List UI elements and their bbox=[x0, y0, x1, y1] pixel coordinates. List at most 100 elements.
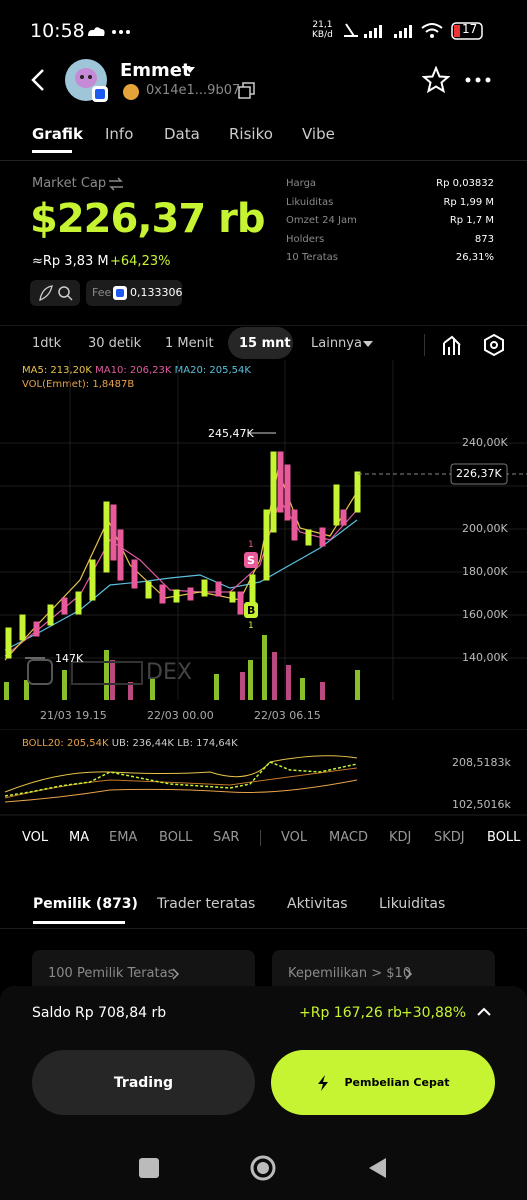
interval[interactable]: Lainnya bbox=[311, 336, 362, 351]
time-tick: 22/03 06.15 bbox=[254, 709, 321, 722]
indicator[interactable]: VOL bbox=[281, 830, 308, 845]
fee: 0,133306 bbox=[130, 286, 183, 299]
holder-tab[interactable]: Pemilik (873) bbox=[33, 896, 138, 912]
dropdown-icon[interactable] bbox=[362, 339, 374, 349]
favorite-button[interactable] bbox=[422, 66, 450, 94]
avatar bbox=[65, 59, 108, 102]
stat-value: 873 bbox=[474, 233, 494, 245]
fee-icon bbox=[113, 286, 127, 300]
divider bbox=[260, 830, 261, 846]
tab[interactable]: Risiko bbox=[229, 125, 273, 143]
holder-tab[interactable]: Trader teratas bbox=[157, 896, 256, 912]
unit: KB/d bbox=[312, 30, 333, 40]
interval[interactable]: 15 mnt bbox=[239, 336, 291, 351]
price-tick: 200,00K bbox=[462, 522, 508, 535]
boll-tick: 208,5183k bbox=[452, 756, 511, 769]
tab-indicator bbox=[32, 150, 72, 153]
boll-legend: BOLL20: 205,54K UB: 236,44K LB: 174,64K bbox=[22, 738, 238, 749]
address: 0x14e1...9b07 bbox=[146, 83, 241, 98]
button-label: Trading bbox=[113, 1074, 174, 1091]
token-name: Emmet bbox=[120, 60, 191, 81]
sell-marker bbox=[244, 552, 258, 568]
balance-label: Saldo bbox=[32, 1005, 71, 1021]
volume-bars bbox=[4, 635, 360, 700]
clock: 10:58 bbox=[30, 20, 85, 42]
ma5-line bbox=[4, 467, 358, 661]
bolt-icon bbox=[318, 1074, 329, 1091]
price-tick: 140,00K bbox=[462, 651, 508, 664]
holder-tab[interactable]: Aktivitas bbox=[287, 896, 348, 912]
swap-icon[interactable] bbox=[108, 177, 124, 191]
watermark-logo bbox=[27, 659, 53, 685]
divider bbox=[0, 325, 527, 326]
marker-count: 1 bbox=[248, 621, 254, 631]
expand-icon[interactable] bbox=[476, 1006, 492, 1018]
quick-buy-button[interactable]: Pembelian Cepat bbox=[271, 1050, 495, 1115]
pnl-pct: +30,88% bbox=[401, 1005, 467, 1021]
indicator[interactable]: MACD bbox=[329, 830, 368, 845]
price-tick: 180,00K bbox=[462, 565, 508, 578]
price-tick: 240,00K bbox=[462, 436, 508, 449]
candlestick-chart bbox=[0, 360, 527, 730]
back-button[interactable] bbox=[28, 66, 48, 94]
boll-lb: LB: 174,64K bbox=[177, 738, 238, 749]
candles bbox=[5, 451, 361, 659]
buy-marker bbox=[244, 602, 258, 618]
trading-button[interactable]: Trading bbox=[32, 1050, 255, 1115]
indicator[interactable]: SAR bbox=[213, 830, 240, 845]
interval[interactable]: 30 detik bbox=[88, 336, 142, 351]
tab[interactable]: Grafik bbox=[32, 125, 83, 143]
indicator[interactable]: BOLL bbox=[487, 830, 521, 845]
divider bbox=[0, 160, 527, 161]
tool-chip[interactable] bbox=[30, 280, 80, 306]
status-extra bbox=[88, 27, 130, 36]
divider bbox=[0, 928, 527, 929]
ma5: MA5: 213,20K bbox=[22, 365, 92, 376]
change: +64,23% bbox=[110, 254, 171, 269]
dropdown-icon[interactable] bbox=[184, 64, 196, 76]
stat-value: Rp 1,7 M bbox=[449, 215, 494, 226]
fee-chip bbox=[86, 280, 182, 306]
card-label: Kepemilikan > $10 bbox=[288, 966, 412, 981]
current-price-box bbox=[450, 463, 508, 485]
marker-count: 1 bbox=[248, 540, 254, 550]
nav-bar bbox=[139, 1155, 386, 1181]
tab[interactable]: Vibe bbox=[302, 125, 335, 143]
indicator[interactable]: MA bbox=[69, 830, 90, 845]
time-tick: 21/03 19.15 bbox=[40, 709, 107, 722]
indicator[interactable]: BOLL bbox=[159, 830, 193, 845]
interval[interactable]: 1 Menit bbox=[165, 336, 214, 351]
ma10: MA10: 206,23K bbox=[95, 365, 172, 376]
boll-chart bbox=[0, 755, 527, 816]
interval[interactable]: 1dtk bbox=[32, 336, 62, 351]
indicator[interactable]: VOL bbox=[22, 830, 49, 845]
ma20: MA20: 205,54K bbox=[174, 365, 251, 376]
vol-legend: VOL(Emmet): 1,8487B bbox=[22, 379, 135, 390]
watermark-logo bbox=[71, 661, 143, 685]
ma20-line bbox=[4, 519, 358, 651]
fee-label: Fee bbox=[92, 286, 112, 299]
current-price: 226,37K bbox=[456, 467, 502, 480]
holder-tab[interactable]: Likuiditas bbox=[379, 896, 446, 912]
more-button[interactable] bbox=[464, 76, 494, 84]
button-label: Pembelian Cepat bbox=[344, 1076, 450, 1089]
chart-tools[interactable] bbox=[442, 333, 508, 357]
indicator[interactable]: EMA bbox=[109, 830, 138, 845]
card-label: 100 Pemilik Teratas bbox=[48, 966, 175, 981]
tab[interactable]: Info bbox=[105, 125, 134, 143]
copy-icon[interactable] bbox=[238, 82, 256, 100]
stat-label: Likuiditas bbox=[286, 196, 334, 208]
divider bbox=[424, 334, 425, 356]
status-icons bbox=[344, 22, 483, 40]
indicator[interactable]: SKDJ bbox=[434, 830, 465, 845]
market-cap-label: Market Cap bbox=[32, 176, 107, 191]
high-label: 245,47K bbox=[208, 427, 254, 440]
stat-values: Rp 0,03832 Rp 1,99 M Rp 1,7 M 873 26,31% bbox=[436, 175, 494, 268]
tab[interactable]: Data bbox=[164, 125, 200, 143]
battery: 17 bbox=[462, 22, 478, 36]
boll-mid: BOLL20: 205,54K bbox=[22, 738, 109, 749]
indicator[interactable]: KDJ bbox=[389, 830, 412, 845]
stat-value: Rp 0,03832 bbox=[436, 178, 494, 189]
stat-label: Omzet 24 Jam bbox=[286, 215, 357, 226]
sell-label: S bbox=[247, 554, 255, 567]
